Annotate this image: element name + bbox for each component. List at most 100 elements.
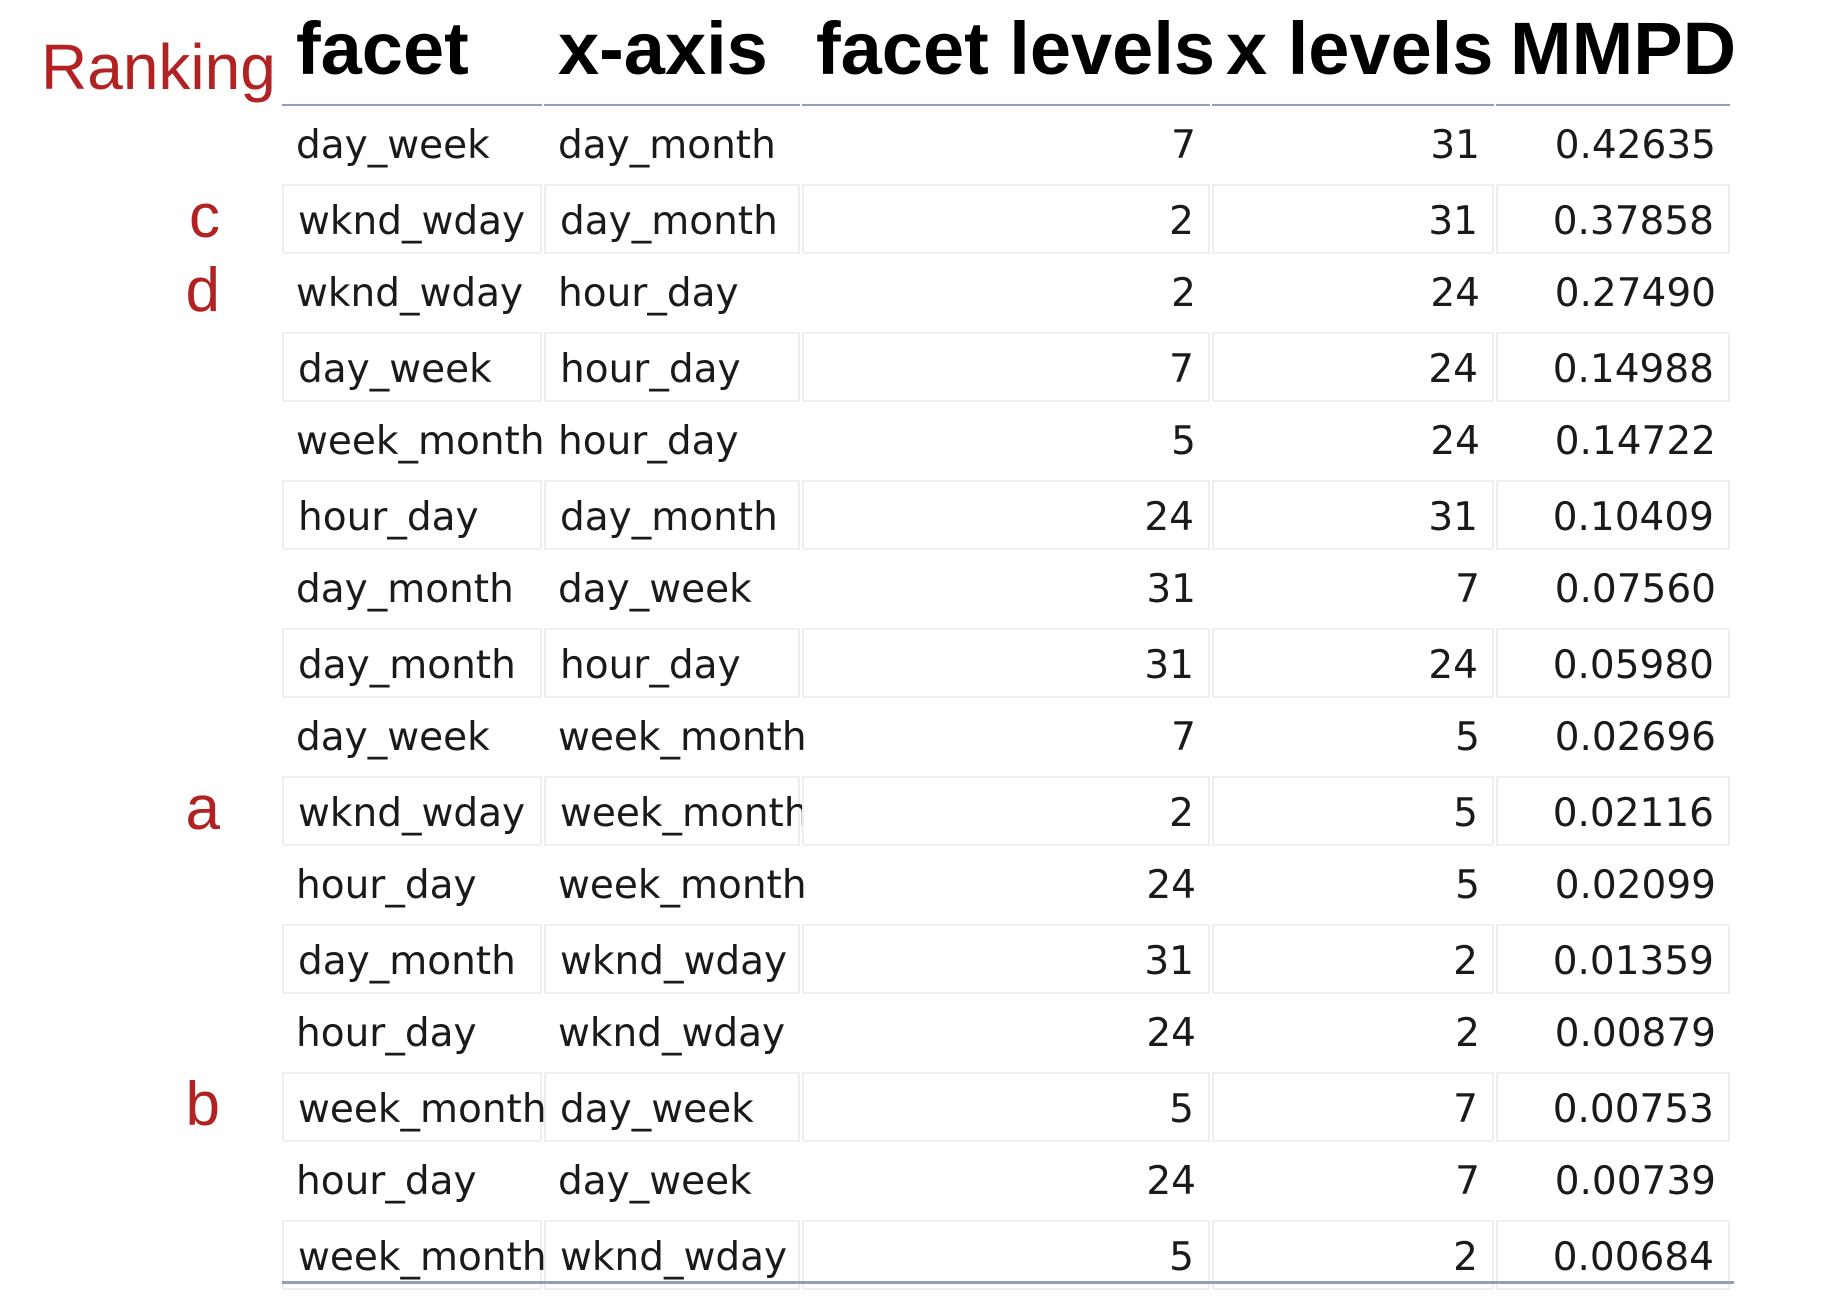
- cell-x-axis: hour_day: [544, 628, 800, 698]
- rank-marker-d: d: [185, 256, 220, 325]
- cell-x-axis: day_week: [558, 1159, 752, 1204]
- cell-x-levels: 24: [1430, 271, 1480, 316]
- cell-facet-levels: 2: [802, 184, 1210, 254]
- header-col-facet: facet: [282, 0, 542, 108]
- cell-x-axis: day_week: [558, 567, 752, 612]
- cell-facet: week_month: [296, 419, 545, 464]
- cell-x-levels: 2: [1212, 1220, 1494, 1290]
- cell-x-levels: 2: [1455, 1011, 1480, 1056]
- cell-x-levels: 7: [1455, 567, 1480, 612]
- table-row: week_month wknd_wday 5 2 0.00684: [282, 1220, 1730, 1294]
- cell-x-levels: 31: [1212, 480, 1494, 550]
- cell-facet-levels: 5: [802, 1072, 1210, 1142]
- header-label: facet: [296, 7, 469, 90]
- cell-x-axis: day_week: [544, 1072, 800, 1142]
- cell-x-levels: 31: [1212, 184, 1494, 254]
- cell-x-levels: 24: [1212, 332, 1494, 402]
- cell-x-axis: wknd_wday: [544, 1220, 800, 1290]
- cell-facet-levels: 5: [1171, 419, 1196, 464]
- cell-facet: day_month: [282, 628, 542, 698]
- cell-mmpd: 0.10409: [1496, 480, 1730, 550]
- table-row: day_week day_month 7 31 0.42635: [282, 110, 1730, 184]
- rank-marker-b: b: [185, 1070, 220, 1139]
- cell-x-axis: hour_day: [558, 419, 739, 464]
- cell-mmpd: 0.05980: [1496, 628, 1730, 698]
- cell-mmpd: 0.14988: [1496, 332, 1730, 402]
- table-row: day_week hour_day 7 24 0.14988: [282, 332, 1730, 406]
- cell-facet-levels: 2: [1171, 271, 1196, 316]
- cell-facet-levels: 24: [1146, 1011, 1196, 1056]
- cell-facet: day_week: [296, 715, 490, 760]
- cell-x-axis: day_month: [558, 123, 776, 168]
- cell-mmpd: 0.07560: [1554, 567, 1716, 612]
- cell-facet-levels: 7: [1171, 715, 1196, 760]
- cell-x-levels: 5: [1455, 715, 1480, 760]
- cell-x-levels: 5: [1455, 863, 1480, 908]
- cell-x-levels: 24: [1430, 419, 1480, 464]
- header-col-mmpd: MMPD: [1496, 0, 1736, 108]
- cell-facet: week_month: [282, 1220, 547, 1290]
- cell-x-axis: wknd_wday: [558, 1011, 786, 1056]
- cell-facet: hour_day: [296, 863, 477, 908]
- cell-mmpd: 0.00684: [1496, 1220, 1730, 1290]
- cell-x-axis: hour_day: [544, 332, 800, 402]
- cell-mmpd: 0.37858: [1496, 184, 1730, 254]
- table-bottom-rule: [282, 1281, 1734, 1284]
- cell-facet-levels: 24: [1146, 863, 1196, 908]
- cell-mmpd: 0.02099: [1554, 863, 1716, 908]
- cell-mmpd: 0.00879: [1554, 1011, 1716, 1056]
- cell-facet-levels: 31: [802, 628, 1210, 698]
- table-row: wknd_wday week_month 2 5 0.02116: [282, 776, 1730, 850]
- header-label: MMPD: [1510, 7, 1737, 90]
- cell-mmpd: 0.02696: [1554, 715, 1716, 760]
- cell-x-axis: week_month: [558, 715, 807, 760]
- table-row: day_month hour_day 31 24 0.05980: [282, 628, 1730, 702]
- cell-facet-levels: 31: [802, 924, 1210, 994]
- cell-facet-levels: 2: [802, 776, 1210, 846]
- cell-facet: day_week: [296, 123, 490, 168]
- cell-x-levels: 7: [1212, 1072, 1494, 1142]
- table-row: hour_day week_month 24 5 0.02099: [282, 850, 1730, 924]
- cell-x-levels: 5: [1212, 776, 1494, 846]
- cell-mmpd: 0.02116: [1496, 776, 1730, 846]
- header-col-x-levels: x levels: [1212, 0, 1494, 108]
- cell-facet-levels: 7: [1171, 123, 1196, 168]
- cell-facet-levels: 31: [1146, 567, 1196, 612]
- cell-x-axis: hour_day: [558, 271, 739, 316]
- cell-x-axis: week_month: [558, 863, 807, 908]
- cell-x-axis: day_month: [544, 184, 800, 254]
- table-row: hour_day day_month 24 31 0.10409: [282, 480, 1730, 554]
- header-col-x-axis: x-axis: [544, 0, 800, 108]
- header-col-facet-levels: facet levels: [802, 0, 1215, 108]
- table-row: day_month day_week 31 7 0.07560: [282, 554, 1730, 628]
- cell-facet-levels: 5: [802, 1220, 1210, 1290]
- ranking-title: Ranking: [41, 31, 276, 103]
- cell-facet-levels: 7: [802, 332, 1210, 402]
- cell-mmpd: 0.42635: [1554, 123, 1716, 168]
- cell-facet: wknd_wday: [282, 776, 542, 846]
- header-label: facet levels: [816, 7, 1216, 90]
- cell-facet: wknd_wday: [282, 184, 542, 254]
- cell-x-axis: wknd_wday: [544, 924, 800, 994]
- table-row: week_month hour_day 5 24 0.14722: [282, 406, 1730, 480]
- table-row: wknd_wday hour_day 2 24 0.27490: [282, 258, 1730, 332]
- header-label: x levels: [1226, 7, 1494, 90]
- cell-facet: day_month: [282, 924, 542, 994]
- table-row: hour_day day_week 24 7 0.00739: [282, 1146, 1730, 1220]
- cell-x-axis: day_month: [544, 480, 800, 550]
- cell-facet-levels: 24: [1146, 1159, 1196, 1204]
- cell-mmpd: 0.14722: [1554, 419, 1716, 464]
- header-label: x-axis: [558, 7, 768, 90]
- cell-facet: hour_day: [296, 1011, 477, 1056]
- cell-facet: week_month: [282, 1072, 547, 1142]
- cell-x-levels: 2: [1212, 924, 1494, 994]
- cell-mmpd: 0.00753: [1496, 1072, 1730, 1142]
- table-row: week_month day_week 5 7 0.00753: [282, 1072, 1730, 1146]
- cell-mmpd: 0.00739: [1554, 1159, 1716, 1204]
- cell-x-levels: 7: [1455, 1159, 1480, 1204]
- cell-facet: day_week: [282, 332, 542, 402]
- cell-facet: hour_day: [296, 1159, 477, 1204]
- cell-mmpd: 0.01359: [1496, 924, 1730, 994]
- cell-facet: day_month: [296, 567, 514, 612]
